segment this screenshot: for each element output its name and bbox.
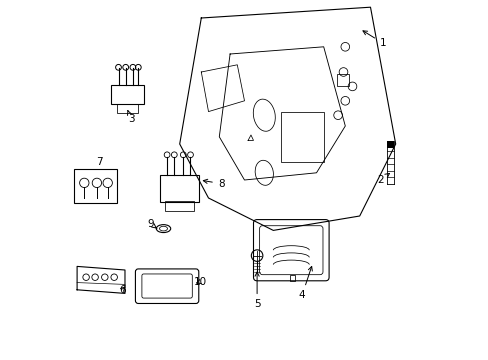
Text: 8: 8 (203, 179, 224, 189)
Text: 1: 1 (362, 31, 386, 48)
Text: 10: 10 (194, 276, 207, 287)
Bar (280, 112, 323, 162)
Text: 7: 7 (96, 157, 103, 167)
Text: 5: 5 (253, 272, 260, 309)
Text: 6: 6 (119, 285, 125, 295)
Bar (73, 169, 117, 203)
Bar (289, 275, 294, 281)
Bar (111, 85, 143, 104)
Text: 4: 4 (298, 266, 312, 300)
Bar (336, 74, 348, 86)
Bar (386, 141, 393, 148)
Bar (117, 104, 138, 113)
Text: 9: 9 (147, 219, 157, 229)
Bar (165, 201, 194, 211)
Text: 3: 3 (127, 111, 134, 124)
Bar (160, 175, 199, 202)
Text: 2: 2 (377, 174, 388, 185)
